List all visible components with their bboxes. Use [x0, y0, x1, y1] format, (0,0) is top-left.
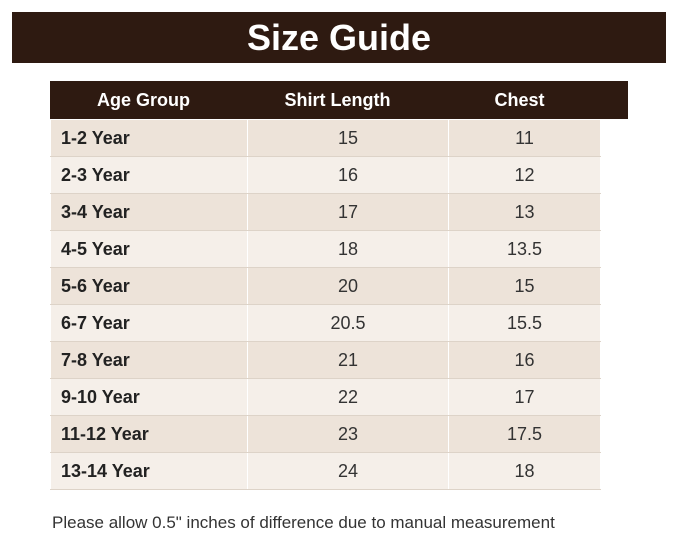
table-row: 9-10 Year 22 17 [50, 378, 601, 416]
table-cell: 11-12 Year [50, 415, 248, 453]
table-row: 7-8 Year 21 16 [50, 341, 601, 379]
table-cell: 12 [448, 156, 601, 194]
table-cell: 13 [448, 193, 601, 231]
table-cell: 13-14 Year [50, 452, 248, 490]
table-cell: 23 [247, 415, 449, 453]
table-row: 6-7 Year 20.5 15.5 [50, 304, 601, 342]
table-cell: 18 [448, 452, 601, 490]
size-table: 1-2 Year 15 11 2-3 Year 16 12 3-4 Year 17 13 4-5 … [50, 119, 601, 490]
table-cell: 3-4 Year [50, 193, 248, 231]
table-cell: 17 [448, 378, 601, 416]
table-header: Age Group Shirt Length Chest [50, 81, 628, 119]
table-cell: 18 [247, 230, 449, 268]
column-header: Chest [494, 90, 545, 110]
table-cell: 20 [247, 267, 449, 305]
table-cell: 1-2 Year [50, 119, 248, 157]
table-cell: 17 [247, 193, 449, 231]
column-header: Shirt Length [284, 90, 391, 110]
table-cell: 24 [247, 452, 449, 490]
table-cell: 22 [247, 378, 449, 416]
table-cell: 15.5 [448, 304, 601, 342]
table-cell: 21 [247, 341, 449, 379]
table-cell: 17.5 [448, 415, 601, 453]
table-row: 5-6 Year 20 15 [50, 267, 601, 305]
footer-note: Please allow 0.5" inches of difference d… [52, 513, 555, 532]
table-cell: 15 [247, 119, 449, 157]
title: Size Guide [12, 12, 666, 63]
table-cell: 4-5 Year [50, 230, 248, 268]
table-cell: 9-10 Year [50, 378, 248, 416]
table-cell: 6-7 Year [50, 304, 248, 342]
table-cell: 16 [247, 156, 449, 194]
table-cell: 13.5 [448, 230, 601, 268]
table-cell: 7-8 Year [50, 341, 248, 379]
table-row: 4-5 Year 18 13.5 [50, 230, 601, 268]
table-cell: 16 [448, 341, 601, 379]
table-cell: 11 [448, 119, 601, 157]
table-row: 1-2 Year 15 11 [50, 119, 601, 157]
table-cell: 20.5 [247, 304, 449, 342]
column-header: Age Group [97, 90, 190, 110]
table-row: 11-12 Year 23 17.5 [50, 415, 601, 453]
table-cell: 5-6 Year [50, 267, 248, 305]
table-row: 2-3 Year 16 12 [50, 156, 601, 194]
table-row: 13-14 Year 24 18 [50, 452, 601, 490]
table-row: 3-4 Year 17 13 [50, 193, 601, 231]
table-cell: 2-3 Year [50, 156, 248, 194]
table-cell: 15 [448, 267, 601, 305]
